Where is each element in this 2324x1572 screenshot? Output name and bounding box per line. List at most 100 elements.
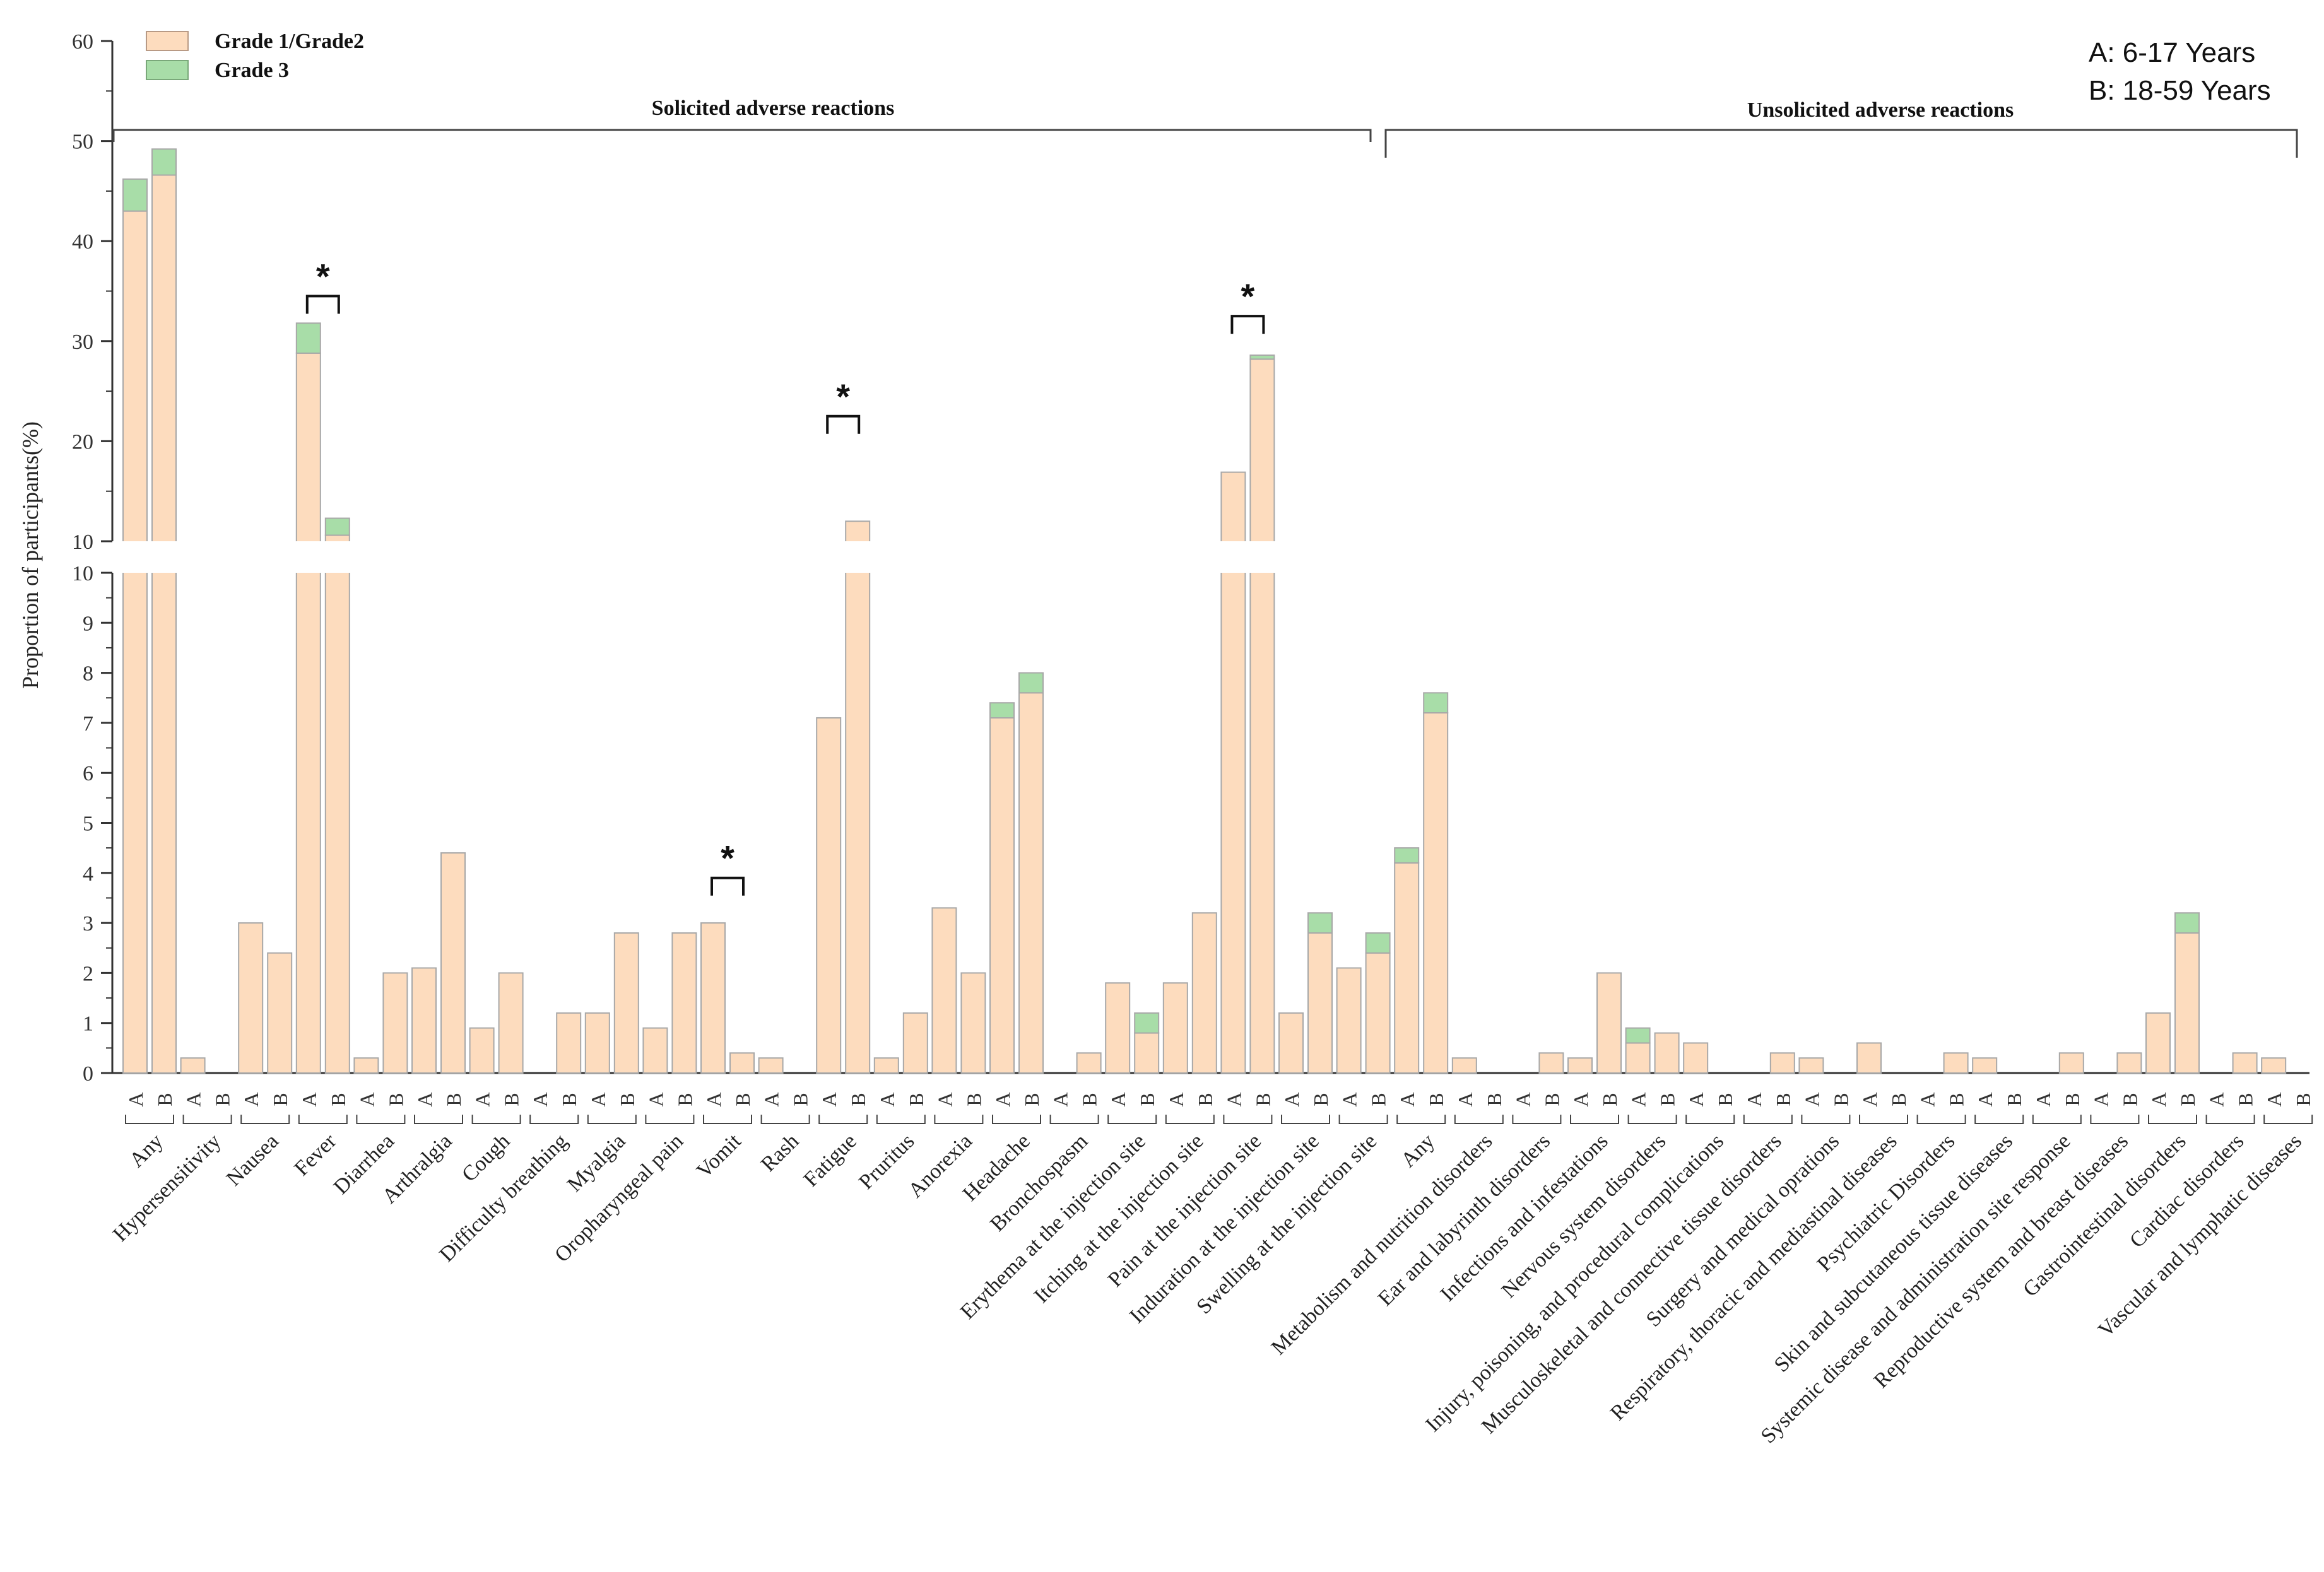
bar-grade12 — [1134, 1032, 1160, 1074]
bar-grade12 — [382, 972, 408, 1074]
y-tick-label: 0 — [83, 1062, 93, 1086]
x-tick-label: B — [1714, 1093, 1737, 1106]
x-tick-label: B — [2234, 1093, 2257, 1106]
x-tick-label: A — [355, 1092, 378, 1106]
bar-grade12 — [411, 967, 437, 1074]
category-bracket — [2148, 1115, 2197, 1124]
category-bracket — [1281, 1115, 1330, 1124]
significance-marker: * — [721, 838, 734, 878]
x-tick-label: A — [1800, 1092, 1823, 1106]
category-bracket — [1223, 1115, 1273, 1124]
bar-grade3 — [2174, 912, 2200, 934]
bar-grade12 — [1625, 1042, 1651, 1074]
x-tick-label: A — [2205, 1092, 2228, 1106]
bar-grade12 — [353, 1057, 379, 1074]
x-tick-label: A — [991, 1092, 1014, 1106]
category-bracket — [240, 1115, 290, 1124]
x-tick-label: B — [153, 1093, 176, 1106]
x-tick-label: A — [876, 1092, 899, 1106]
x-tick-label: B — [1772, 1093, 1795, 1106]
bar-grade12 — [1394, 862, 1420, 1074]
bar-grade12 — [324, 534, 350, 1074]
bar-grade3 — [1307, 912, 1333, 934]
bar-grade12 — [642, 1027, 668, 1074]
category-bracket — [2032, 1115, 2082, 1124]
category-bracket — [703, 1115, 752, 1124]
x-tick-label: B — [1251, 1093, 1274, 1106]
x-tick-label: B — [2292, 1093, 2315, 1106]
category-bracket — [2205, 1115, 2255, 1124]
significance-marker: * — [316, 256, 330, 296]
group-bracket-solicited: Solicited adverse reactions — [112, 97, 1372, 142]
y-tick-label: 10 — [72, 531, 93, 554]
x-tick-label: B — [269, 1093, 292, 1106]
bar-grade12 — [2145, 1012, 2171, 1074]
bar-grade12 — [989, 717, 1015, 1074]
y-tick-label: 8 — [83, 662, 93, 686]
bar-grade12 — [671, 932, 697, 1074]
bar-grade12 — [1538, 1052, 1564, 1074]
bar-grade3 — [324, 517, 350, 536]
x-tick-label: A — [587, 1092, 610, 1106]
x-tick-label: A — [529, 1092, 552, 1106]
x-tick-label: B — [1309, 1093, 1332, 1106]
category-label: Rash — [757, 1129, 803, 1176]
bar-grade12 — [1856, 1042, 1882, 1074]
category-bracket — [1743, 1115, 1793, 1124]
category-bracket — [1627, 1115, 1677, 1124]
bar-grade12 — [902, 1012, 928, 1074]
y-tick-label: 3 — [83, 912, 93, 936]
category-bracket — [1916, 1115, 1966, 1124]
x-tick-label: A — [1280, 1092, 1303, 1106]
bar-grade12 — [295, 352, 321, 1074]
bar-grade12 — [1307, 932, 1333, 1074]
x-tick-label: A — [182, 1092, 205, 1106]
bar-grade3 — [151, 148, 177, 176]
category-bracket — [1107, 1115, 1157, 1124]
category-bracket — [414, 1115, 463, 1124]
x-tick-label: B — [2118, 1093, 2141, 1106]
chart-brackets: * * * * — [98, 256, 1487, 896]
significance-bracket — [305, 295, 340, 314]
legend-label-grade3: Grade 3 — [215, 59, 289, 82]
x-tick-label: A — [1338, 1092, 1361, 1106]
bar-grade12 — [556, 1012, 582, 1074]
x-tick-label: A — [1165, 1092, 1188, 1106]
x-tick-label: A — [1049, 1092, 1072, 1106]
bar-grade12 — [498, 972, 524, 1074]
x-tick-label: A — [644, 1092, 667, 1106]
x-tick-label: B — [2061, 1093, 2084, 1106]
bar-grade12 — [267, 952, 293, 1074]
x-tick-label: A — [2147, 1092, 2170, 1106]
category-label: Fever — [290, 1129, 341, 1180]
x-tick-label: B — [1598, 1093, 1621, 1106]
category-bracket — [876, 1115, 926, 1124]
x-tick-label: B — [1136, 1093, 1159, 1106]
bar-grade12 — [1596, 972, 1622, 1074]
category-bracket — [182, 1115, 232, 1124]
bar-grade3 — [1394, 847, 1420, 864]
y-tick-label: 20 — [72, 430, 93, 454]
group-bracket-unsolicited: Unsolicited adverse reactions — [1384, 98, 2298, 158]
bar-grade12 — [440, 852, 466, 1074]
bar-grade12 — [2116, 1052, 2142, 1074]
bar-grade12 — [1683, 1042, 1709, 1074]
bar-grade12 — [180, 1057, 206, 1074]
y-tick-label: 9 — [83, 612, 93, 635]
x-tick-label: B — [1425, 1093, 1448, 1106]
x-tick-label: A — [240, 1092, 262, 1106]
x-tick-label: B — [731, 1093, 754, 1106]
x-tick-label: A — [2089, 1092, 2112, 1106]
legend-swatch-grade12 — [146, 31, 189, 51]
bar-grade12 — [700, 922, 726, 1074]
x-tick-label: A — [1743, 1092, 1766, 1106]
y-tick-label: 1 — [83, 1012, 93, 1036]
x-tick-label: B — [384, 1093, 407, 1106]
category-bracket — [298, 1115, 348, 1124]
bar-grade12 — [845, 520, 871, 1074]
x-tick-label: B — [673, 1093, 696, 1106]
x-tick-label: A — [1454, 1092, 1477, 1106]
x-tick-label: B — [962, 1093, 985, 1106]
x-tick-label: B — [1887, 1093, 1910, 1106]
